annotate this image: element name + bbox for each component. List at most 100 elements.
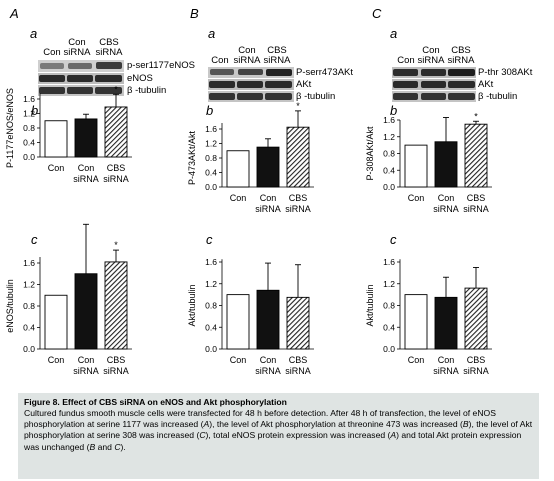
blot-label: AKt: [478, 79, 494, 90]
panel-letter-a: A: [10, 6, 19, 21]
bar: [286, 126, 310, 188]
x-category-label: CBS: [107, 163, 126, 173]
y-axis-label: eNOS/tubulin: [5, 279, 15, 333]
bar: [256, 289, 280, 350]
bar: [464, 287, 488, 350]
caption-text-part: C: [114, 441, 121, 452]
x-category-label: Con: [230, 355, 247, 365]
panel-letter-b: B: [190, 6, 199, 21]
y-tick-label: 0.8: [383, 301, 395, 311]
blot-label: β -tubulin: [127, 85, 167, 96]
y-tick-label: 0.4: [23, 138, 35, 148]
lane-label: Con siRNA: [417, 45, 445, 66]
y-tick-label: 0.0: [205, 182, 217, 192]
y-tick-label: 0.4: [23, 323, 35, 333]
y-tick-label: 1.2: [383, 132, 395, 142]
y-tick-label: 0.4: [205, 322, 217, 332]
x-category-label: siRNA: [463, 366, 489, 376]
x-category-label: Con: [78, 355, 95, 365]
sub-label-a: a: [390, 26, 398, 41]
y-tick-label: 0.4: [205, 168, 217, 178]
caption-text-part: C: [199, 430, 206, 441]
x-category-label: Con: [408, 355, 425, 365]
western-blot-band-row: [392, 91, 476, 102]
chart-sub-label: c: [390, 232, 397, 247]
caption-title: Figure 8. Effect of CBS siRNA on eNOS an…: [24, 397, 287, 407]
y-tick-label: 0.4: [383, 165, 395, 175]
significance-mark: *: [114, 240, 118, 250]
caption-text-part: ) and total Akt protein expression was u…: [24, 430, 522, 452]
bar: [404, 144, 428, 188]
x-category-label: siRNA: [285, 366, 311, 376]
y-tick-label: 0.0: [383, 344, 395, 354]
x-category-label: Con: [438, 193, 455, 203]
y-tick-label: 0.0: [23, 152, 35, 162]
sub-label-a: a: [30, 26, 38, 41]
y-tick-label: 1.2: [23, 109, 35, 119]
x-category-label: siRNA: [255, 204, 281, 214]
y-tick-label: 1.6: [23, 94, 35, 104]
y-axis-label: Akt/tubulin: [187, 284, 197, 326]
x-category-label: CBS: [107, 355, 126, 365]
bar: [434, 141, 458, 188]
chart-sub-label: b: [390, 103, 397, 118]
lane-label: Con siRNA: [233, 45, 261, 66]
y-tick-label: 1.6: [23, 258, 35, 268]
x-category-label: Con: [260, 355, 277, 365]
x-category-label: siRNA: [73, 174, 99, 184]
western-blot-band-row: [392, 79, 476, 90]
x-category-label: CBS: [467, 193, 486, 203]
bar: [464, 123, 488, 188]
sub-label-a: a: [208, 26, 216, 41]
significance-mark: *: [474, 111, 478, 121]
caption-text-part: A: [203, 419, 210, 430]
bar: [44, 120, 68, 158]
bar: [286, 296, 310, 350]
y-tick-label: 0.0: [23, 344, 35, 354]
western-blot-band-row: [208, 67, 294, 78]
lane-label: CBS siRNA: [95, 37, 123, 58]
x-category-label: siRNA: [463, 204, 489, 214]
blot-label: β -tubulin: [296, 91, 336, 102]
x-category-label: Con: [408, 193, 425, 203]
lane-label: CBS siRNA: [263, 45, 291, 66]
bar: [404, 294, 428, 350]
caption-text-part: ), total eNOS protein expression was inc…: [205, 430, 391, 441]
chart-sub-label: c: [31, 232, 38, 247]
y-tick-label: 1.2: [205, 279, 217, 289]
y-tick-label: 0.8: [205, 301, 217, 311]
x-category-label: CBS: [289, 355, 308, 365]
x-category-label: Con: [78, 163, 95, 173]
y-axis-label: P-1177eNOS/eNOS: [5, 88, 15, 168]
blot-label: eNOS: [127, 73, 153, 84]
x-category-label: Con: [230, 193, 247, 203]
x-category-label: CBS: [467, 355, 486, 365]
y-tick-label: 0.8: [23, 301, 35, 311]
x-category-label: CBS: [289, 193, 308, 203]
y-tick-label: 0.0: [383, 182, 395, 192]
bar: [74, 273, 98, 350]
lane-label: Con siRNA: [63, 37, 91, 58]
y-tick-label: 0.8: [23, 123, 35, 133]
figure-caption: Figure 8. Effect of CBS siRNA on eNOS an…: [18, 393, 539, 479]
blot-label: AKt: [296, 79, 312, 90]
caption-text-part: ), the level of Akt phosphorylation at s…: [24, 419, 533, 441]
bar: [104, 106, 128, 158]
y-tick-label: 1.2: [205, 139, 217, 149]
y-axis-label: P-473AKt/Akt: [187, 130, 197, 185]
western-blot-band-row: [208, 91, 294, 102]
bar: [44, 294, 68, 350]
y-tick-label: 0.8: [383, 149, 395, 159]
caption-text-part: Cultured fundus smooth muscle cells were…: [24, 408, 496, 430]
western-blot-band-row: [392, 67, 476, 78]
significance-mark: *: [296, 101, 300, 111]
x-category-label: Con: [48, 355, 65, 365]
western-blot-band-row: [38, 85, 124, 96]
x-category-label: siRNA: [433, 366, 459, 376]
caption-text-part: B: [89, 441, 96, 452]
x-category-label: siRNA: [103, 366, 129, 376]
y-tick-label: 0.8: [205, 153, 217, 163]
western-blot-band-row: [38, 60, 124, 72]
caption-text-part: A: [390, 430, 397, 441]
